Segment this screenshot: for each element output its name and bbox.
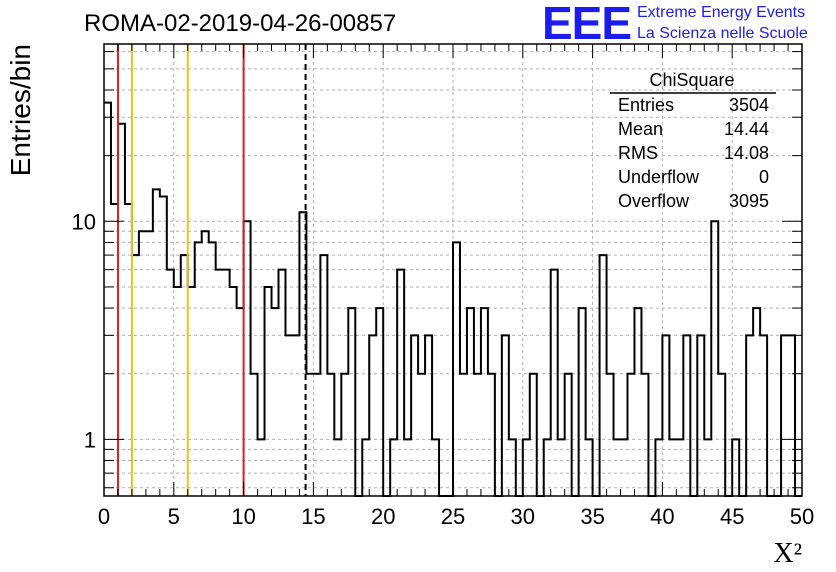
stats-row-value: 3504: [729, 95, 769, 115]
stats-row-label: RMS: [618, 143, 658, 163]
y-axis-label: Entries/bin: [5, 44, 36, 176]
histogram-line: [104, 101, 802, 497]
histogram-series: [104, 101, 802, 497]
x-tick-label: 30: [511, 504, 535, 529]
x-tick-label: 5: [168, 504, 180, 529]
stats-row-label: Underflow: [618, 167, 700, 187]
x-tick-label: 10: [231, 504, 255, 529]
stats-title: ChiSquare: [649, 70, 734, 90]
stats-row-value: 3095: [729, 191, 769, 211]
stats-row-label: Entries: [618, 95, 674, 115]
x-tick-label: 35: [580, 504, 604, 529]
x-tick-label: 20: [371, 504, 395, 529]
logo-line-1: Extreme Energy Events: [637, 4, 806, 21]
stats-row-label: Overflow: [618, 191, 690, 211]
stats-row-value: 14.08: [724, 143, 769, 163]
reference-lines: [116, 44, 307, 496]
logo-caption: Extreme Energy Events La Scienza nelle S…: [637, 2, 808, 44]
logo-line-2: La Scienza nelle Scuole: [637, 25, 808, 42]
eee-logo: EEE: [542, 0, 632, 49]
x-tick-label: 25: [441, 504, 465, 529]
x-tick-label: 0: [98, 504, 110, 529]
stats-row-label: Mean: [618, 119, 663, 139]
x-tick-label: 40: [650, 504, 674, 529]
stats-row-value: 14.44: [724, 119, 769, 139]
axes: 0 5 10 15 20 25 30 35 40 45 50 1 10 X² Entries/bin: [5, 43, 814, 569]
y-tick-label: 10: [72, 209, 96, 234]
x-tick-label: 15: [301, 504, 325, 529]
page-title: ROMA-02-2019-04-26-00857: [84, 10, 397, 37]
x-tick-label: 45: [720, 504, 744, 529]
x-axis-label: X²: [773, 538, 802, 569]
stats-box: ChiSquare Entries 3504 Mean 14.44 RMS 14.08 Und…: [610, 70, 776, 211]
stats-row-value: 0: [759, 167, 769, 187]
x-tick-label: 50: [790, 504, 814, 529]
y-tick-label: 1: [84, 427, 96, 452]
